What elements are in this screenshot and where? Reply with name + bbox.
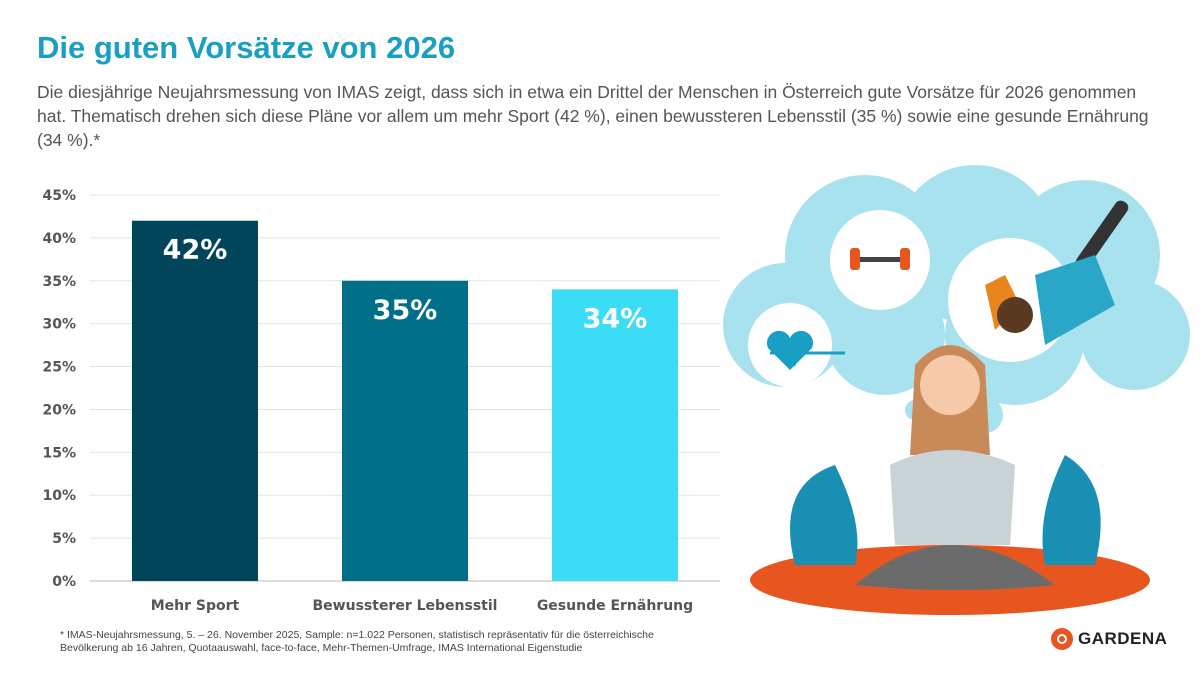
page-title: Die guten Vorsätze von 2026 (37, 30, 456, 65)
x-tick-label: Mehr Sport (151, 598, 240, 614)
y-tick-label: 40% (42, 231, 76, 247)
data-label: 42% (163, 235, 228, 266)
gardena-logo: GARDENA (1050, 627, 1167, 651)
y-tick-label: 35% (42, 274, 76, 290)
y-tick-label: 25% (42, 360, 76, 376)
bar-chart: 0% 5% 10% 15% 20% 25% 30% 35% 40% 45% 42% Mehr Spor… (42, 188, 720, 614)
bar (342, 280, 468, 581)
dumbbell-icon (850, 248, 910, 270)
shovel-icon (985, 200, 1129, 345)
y-tick-label: 0% (52, 574, 76, 590)
subtitle: Die diesjährige Neujahrsmessung von IMAS… (37, 82, 1149, 150)
sun-logo-icon (1051, 628, 1073, 650)
footnote-line: Bevölkerung ab 16 Jahren, Quotaauswahl, … (60, 642, 583, 654)
x-tick-label: Bewussterer Lebensstil (313, 598, 498, 614)
bar (132, 220, 258, 581)
bar (552, 289, 678, 581)
data-label: 35% (373, 295, 438, 326)
footnote: * IMAS-Neujahrsmessung, 5. – 26. Novembe… (60, 629, 760, 655)
y-tick-label: 45% (42, 188, 76, 204)
y-tick-label: 30% (42, 317, 76, 333)
y-tick-label: 20% (42, 402, 76, 418)
meditation-illustration (723, 165, 1190, 615)
heart-icon (766, 330, 845, 370)
y-tick-label: 5% (52, 531, 76, 547)
y-tick-label: 10% (42, 488, 76, 504)
y-tick-label: 15% (42, 445, 76, 461)
x-tick-label: Gesunde Ernährung (537, 598, 693, 614)
logo-text: GARDENA (1078, 629, 1168, 648)
footnote-line: * IMAS-Neujahrsmessung, 5. – 26. Novembe… (60, 629, 654, 641)
data-label: 34% (583, 303, 648, 334)
